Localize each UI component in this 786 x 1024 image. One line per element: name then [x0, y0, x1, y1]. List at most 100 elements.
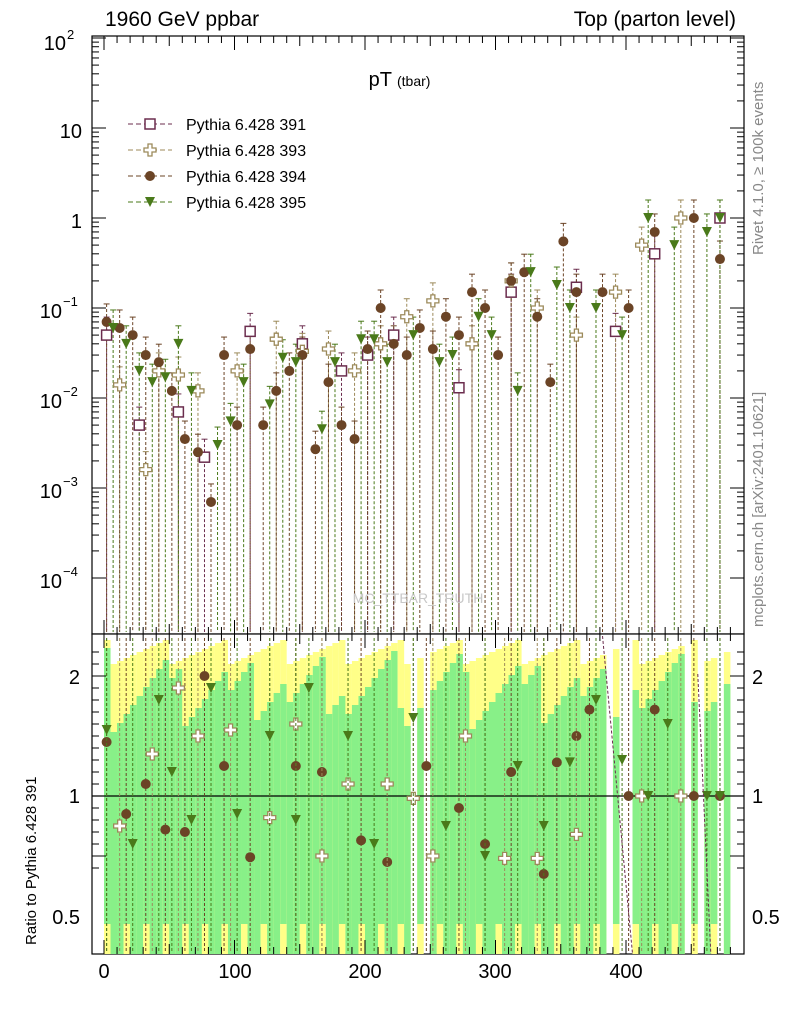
- ratio-band-green: [665, 672, 672, 954]
- ratio-band-green: [338, 696, 346, 924]
- ratio-point: [674, 789, 688, 803]
- ratio-band-green: [325, 714, 333, 954]
- data-point: [649, 226, 660, 237]
- data-point: [186, 385, 197, 396]
- ratio-band-green: [306, 675, 313, 954]
- ratio-point: [166, 767, 177, 777]
- data-point: [453, 381, 465, 394]
- data-point: [133, 419, 145, 431]
- ratio-point: [569, 827, 584, 842]
- ratio-tick-label-right-2: 2: [752, 667, 763, 689]
- ratio-point: [113, 819, 127, 833]
- ratio-point: [343, 731, 354, 741]
- ratio-point: [356, 835, 367, 846]
- svg-text:−1: −1: [63, 294, 78, 309]
- data-point: [564, 303, 575, 313]
- svg-text:10: 10: [40, 481, 62, 503]
- ratio-y-label: Ratio to Pythia 6.428 391: [23, 777, 40, 945]
- side-label-mcplots: mcplots.cern.ch [arXiv:2401.10621]: [750, 392, 767, 627]
- ratio-point: [426, 849, 440, 863]
- ratio-band-green: [345, 714, 352, 954]
- ratio-band-green: [534, 666, 542, 924]
- ratio-band-green: [436, 681, 444, 924]
- ratio-band-green: [156, 669, 163, 954]
- ratio-band-green: [567, 687, 574, 954]
- ratio-band-green: [104, 648, 111, 924]
- y-tick-label-100: 10 2: [44, 27, 74, 55]
- data-point: [349, 434, 360, 445]
- data-point: [219, 350, 230, 361]
- legend-entry: Pythia 6.428 395: [128, 195, 306, 212]
- ratio-band-green: [502, 684, 509, 954]
- ratio-point: [232, 809, 243, 819]
- data-point: [238, 377, 249, 388]
- ratio-band-green: [227, 690, 235, 954]
- data-point: [362, 344, 373, 355]
- ratio-tick-label-0.5: 0.5: [52, 907, 80, 929]
- ratio-band-green: [123, 714, 131, 924]
- ratio-band-green: [645, 699, 653, 954]
- ratio-band-green: [332, 705, 339, 954]
- ratio-point: [382, 857, 393, 867]
- data-point: [643, 213, 654, 223]
- ratio-band-green: [488, 702, 496, 954]
- data-point: [198, 451, 211, 463]
- header-left: 1960 GeV ppbar: [105, 8, 259, 31]
- ratio-band-green: [130, 705, 137, 954]
- data-point: [258, 420, 269, 431]
- data-point: [408, 330, 419, 341]
- main-frame: [91, 35, 745, 635]
- data-point: [597, 287, 608, 298]
- ratio-point: [179, 827, 190, 837]
- svg-text:−3: −3: [63, 474, 78, 489]
- main-error-bars: [103, 199, 723, 632]
- data-point: [153, 357, 164, 368]
- ratio-band-green: [515, 666, 522, 924]
- data-point: [225, 416, 236, 427]
- ratio-point: [121, 809, 132, 819]
- ratio-axis-ticks: [92, 634, 744, 954]
- ratio-band-green: [678, 654, 685, 954]
- ratio-band-green: [391, 651, 398, 954]
- y-tick-label-0.01: 10 −2: [40, 384, 78, 413]
- data-point: [714, 254, 725, 265]
- data-point: [480, 303, 491, 313]
- ratio-band-green: [469, 729, 476, 954]
- data-point: [387, 329, 400, 341]
- ratio-point: [512, 761, 523, 771]
- ratio-band-green: [612, 717, 620, 924]
- data-point: [264, 399, 275, 410]
- ratio-point: [538, 821, 549, 831]
- data-point: [147, 377, 158, 388]
- svg-text:10: 10: [40, 391, 62, 413]
- data-point: [310, 444, 321, 455]
- ratio-band-green: [136, 696, 144, 954]
- ratio-bands: [104, 640, 731, 954]
- ratio-point: [635, 789, 649, 803]
- ratio-band-green: [554, 705, 561, 924]
- data-point: [152, 364, 166, 378]
- ratio-reference-stroke: [697, 673, 712, 955]
- ratio-band-green: [254, 720, 261, 954]
- data-point: [512, 385, 523, 396]
- data-point: [623, 303, 634, 313]
- ratio-band-green: [632, 690, 640, 924]
- ratio-point: [662, 719, 673, 729]
- data-point: [277, 352, 288, 363]
- svg-text:10: 10: [40, 571, 62, 593]
- data-point: [335, 365, 348, 377]
- ratio-band-green: [443, 672, 450, 954]
- data-point: [192, 447, 203, 458]
- ratio-point: [564, 757, 575, 768]
- ratio-point: [551, 757, 562, 768]
- svg-text:2: 2: [67, 27, 74, 42]
- ratio-point: [206, 683, 217, 693]
- ratio-band-green: [704, 711, 711, 954]
- plot-title-sub: (tbar): [397, 73, 430, 89]
- data-point: [232, 420, 243, 431]
- ratio-band-green: [723, 684, 731, 954]
- ratio-tick-label-2: 2: [69, 667, 80, 689]
- ratio-band-green: [462, 672, 470, 954]
- data-point: [160, 372, 171, 383]
